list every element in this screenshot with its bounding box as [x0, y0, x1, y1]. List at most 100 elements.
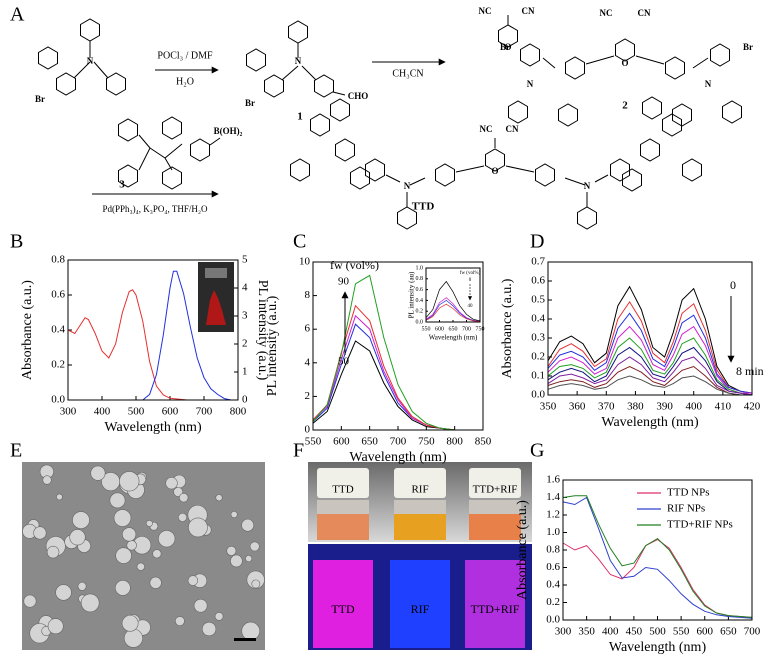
particle	[145, 519, 153, 527]
x-tick-label: 600	[162, 406, 179, 418]
y-tick-label: 0.6	[531, 275, 545, 287]
vial-liquid	[469, 514, 521, 540]
plot-frame	[425, 267, 481, 323]
ring	[330, 98, 350, 122]
vial-label: TTD+RIF	[473, 484, 518, 496]
panel-label: C	[293, 231, 306, 253]
particle	[174, 616, 185, 626]
atom-label: CN	[522, 6, 535, 16]
scale-bar	[234, 638, 256, 641]
ring	[314, 74, 334, 98]
atom-label: B(OH)₂	[214, 126, 243, 136]
ring	[615, 38, 635, 62]
bond	[692, 57, 709, 69]
ring	[38, 46, 58, 70]
tem-particles	[22, 464, 265, 648]
x-tick-label: 800	[446, 436, 463, 448]
y2-tick-label: 4	[242, 282, 248, 294]
particle	[46, 545, 60, 559]
vial-liquid	[317, 514, 369, 540]
atom-label: N	[87, 56, 94, 66]
y-tick-label: 10	[299, 256, 311, 268]
x-tick-label: 500	[128, 406, 145, 418]
x-tick-label: 350	[540, 401, 557, 413]
data-line	[547, 346, 753, 396]
annotation: fw (vol%)	[330, 258, 379, 272]
x-tick-label: 350	[578, 626, 595, 638]
y-tick-label: 0.8	[51, 254, 65, 266]
particle	[178, 512, 188, 522]
bond	[73, 61, 91, 79]
powder	[206, 290, 226, 325]
x-tick-label: 300	[60, 406, 77, 418]
atom-label: O	[504, 42, 511, 52]
ring	[365, 158, 385, 182]
bond	[635, 55, 665, 65]
y2-tick-label: 2	[242, 338, 248, 350]
y2-tick-label: 1	[242, 366, 248, 378]
y-axis-label: Absorbance (a.u.)	[515, 500, 530, 600]
x-axis-label: Wavelength (nm)	[104, 420, 202, 435]
bond	[585, 55, 615, 65]
y-tick-label: 0.7	[531, 256, 545, 268]
particle	[47, 618, 64, 635]
x-tick-label: 750	[476, 326, 485, 332]
x-tick-label: 390	[656, 401, 673, 413]
x-tick-label: 650	[361, 436, 378, 448]
ring	[56, 72, 76, 96]
particle	[245, 554, 253, 563]
bond	[138, 134, 151, 149]
x-tick-label: 700	[744, 626, 761, 638]
legend-label: TTD NPs	[667, 487, 709, 499]
vial-cap	[469, 468, 521, 498]
y-tick-label: 0.3	[531, 332, 545, 344]
y-axis-label: PL intensity (au)	[408, 271, 416, 318]
y-tick-label: 0.6	[416, 287, 424, 293]
bond	[209, 137, 221, 146]
ring	[682, 158, 702, 182]
y-axis-label: Absorbance (a.u.)	[500, 278, 515, 378]
particle	[109, 492, 126, 509]
ring	[662, 113, 682, 137]
particle	[119, 471, 140, 492]
particle	[226, 545, 237, 556]
y-tick-label: 0.0	[416, 319, 424, 325]
particle	[114, 580, 131, 596]
data-line	[67, 289, 204, 401]
ring	[558, 103, 578, 127]
particle	[126, 540, 137, 551]
bond	[594, 174, 609, 183]
plot-frame	[312, 261, 484, 431]
ring	[162, 166, 182, 190]
atom-label: Br	[245, 98, 255, 108]
data-line	[547, 285, 753, 394]
vial-uv	[390, 560, 450, 648]
particle	[165, 477, 178, 490]
panel-label: F	[293, 440, 304, 462]
y-tick-label: 1.0	[416, 265, 424, 271]
bond	[505, 165, 535, 173]
panel-label: D	[530, 231, 544, 253]
panel-label: B	[10, 231, 23, 253]
bond	[332, 91, 346, 96]
vial-uv	[313, 560, 373, 648]
x-tick-label: 380	[627, 401, 644, 413]
particle	[251, 579, 261, 589]
ring	[610, 158, 630, 182]
x-tick-label: 600	[435, 326, 444, 332]
annotation: 50	[338, 356, 350, 368]
ring	[290, 158, 310, 182]
ring	[350, 166, 370, 190]
data-line	[425, 303, 481, 322]
data-line	[562, 495, 753, 618]
atom-label: N	[404, 181, 411, 191]
y-tick-label: 1.6	[546, 474, 560, 486]
bond	[164, 143, 183, 159]
bond	[542, 57, 556, 69]
ring	[642, 96, 662, 120]
particle	[173, 487, 184, 497]
y-tick-label: 0.1	[531, 370, 545, 382]
vial-cap	[394, 468, 446, 498]
x-tick-label: 550	[673, 626, 690, 638]
vial-label: RIF	[411, 484, 428, 496]
